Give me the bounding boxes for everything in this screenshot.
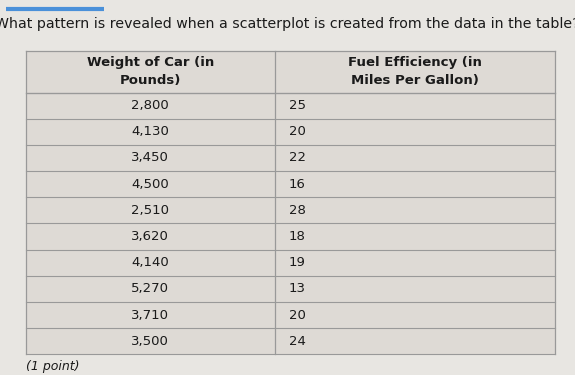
Text: 4,140: 4,140 <box>131 256 169 269</box>
Text: What pattern is revealed when a scatterplot is created from the data in the tabl: What pattern is revealed when a scatterp… <box>0 17 575 31</box>
Text: 3,620: 3,620 <box>131 230 169 243</box>
Text: 24: 24 <box>289 335 306 348</box>
Text: Weight of Car (in: Weight of Car (in <box>87 56 214 69</box>
Text: Fuel Efficiency (in: Fuel Efficiency (in <box>348 56 482 69</box>
Text: 28: 28 <box>289 204 306 217</box>
Text: 3,710: 3,710 <box>131 309 169 322</box>
Text: 3,500: 3,500 <box>131 335 169 348</box>
Text: Pounds): Pounds) <box>120 74 181 87</box>
Text: 20: 20 <box>289 125 306 138</box>
Text: 2,510: 2,510 <box>131 204 169 217</box>
Text: 20: 20 <box>289 309 306 322</box>
Text: 16: 16 <box>289 178 306 190</box>
Text: 4,500: 4,500 <box>131 178 169 190</box>
Text: 22: 22 <box>289 152 306 165</box>
Text: 19: 19 <box>289 256 306 269</box>
Text: Miles Per Gallon): Miles Per Gallon) <box>351 74 478 87</box>
Text: 13: 13 <box>289 282 306 296</box>
Text: 25: 25 <box>289 99 306 112</box>
Text: 5,270: 5,270 <box>131 282 169 296</box>
Text: 18: 18 <box>289 230 306 243</box>
Text: 2,800: 2,800 <box>131 99 169 112</box>
Text: 3,450: 3,450 <box>131 152 169 165</box>
Text: 4,130: 4,130 <box>131 125 169 138</box>
Text: (1 point): (1 point) <box>26 360 79 373</box>
